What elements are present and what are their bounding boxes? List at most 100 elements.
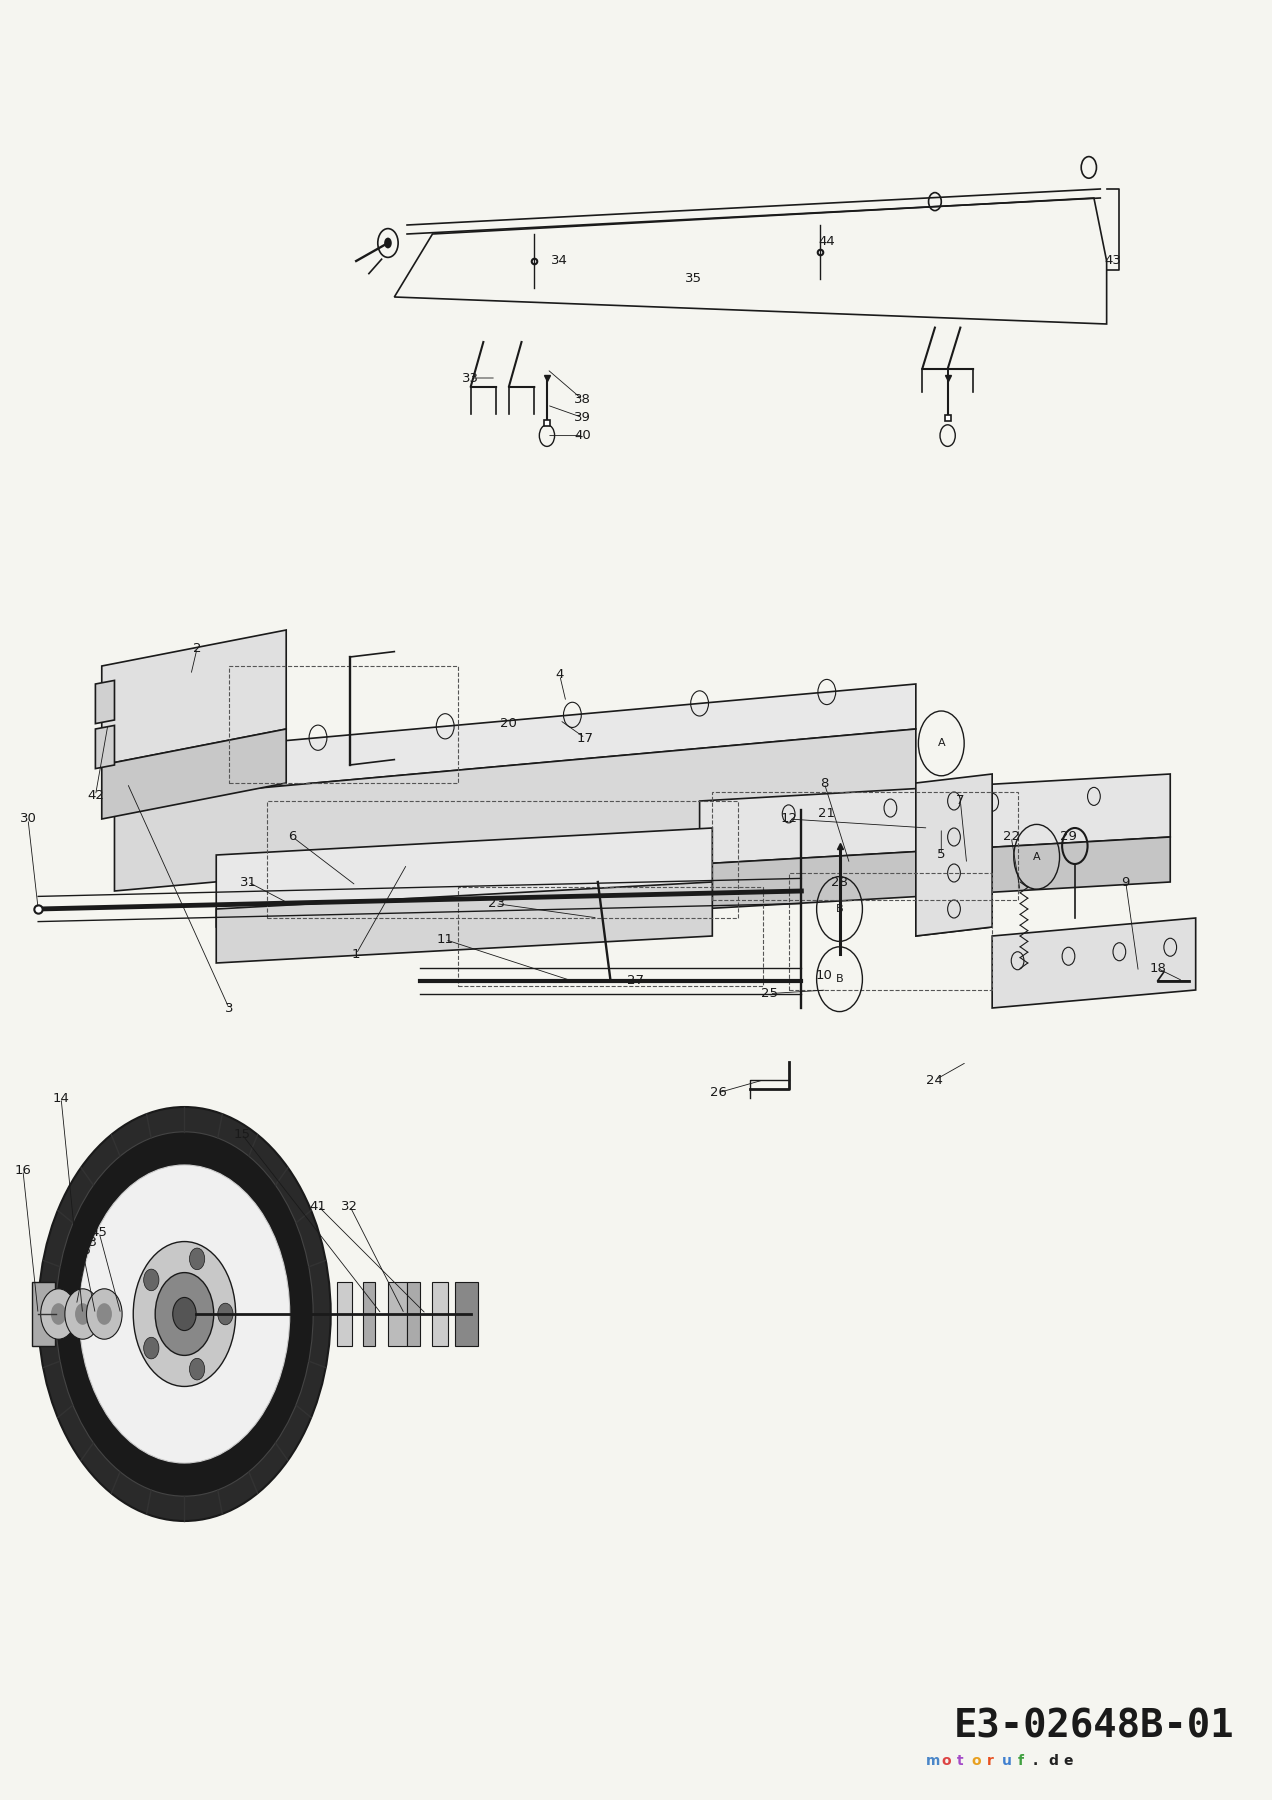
Bar <box>32 1282 55 1346</box>
Text: 40: 40 <box>574 428 591 443</box>
Text: B: B <box>836 904 843 914</box>
Text: 9: 9 <box>1122 875 1130 889</box>
Polygon shape <box>102 630 286 765</box>
Text: 17: 17 <box>576 731 594 745</box>
Circle shape <box>41 1289 76 1339</box>
Text: 28: 28 <box>831 875 848 889</box>
Text: 41: 41 <box>309 1199 327 1213</box>
Bar <box>229 666 458 783</box>
Bar <box>458 887 763 986</box>
Text: B: B <box>836 974 843 985</box>
Text: 43: 43 <box>1104 254 1122 268</box>
Text: 46: 46 <box>74 1244 92 1258</box>
Circle shape <box>155 1273 214 1355</box>
Text: 26: 26 <box>710 1085 728 1100</box>
Text: 8: 8 <box>820 776 828 790</box>
Text: d: d <box>1048 1753 1058 1768</box>
Text: 3: 3 <box>225 1001 233 1015</box>
Text: 10: 10 <box>815 968 833 983</box>
Text: .: . <box>1033 1753 1038 1768</box>
Text: 45: 45 <box>90 1226 108 1240</box>
Circle shape <box>144 1269 159 1291</box>
Bar <box>407 1282 420 1346</box>
Bar <box>363 1282 375 1346</box>
Circle shape <box>86 1289 122 1339</box>
Text: 25: 25 <box>761 986 778 1001</box>
Text: 35: 35 <box>684 272 702 286</box>
Text: e: e <box>1063 1753 1072 1768</box>
Text: 4: 4 <box>556 668 563 682</box>
Circle shape <box>134 1242 235 1386</box>
Text: 15: 15 <box>233 1127 251 1141</box>
Text: 22: 22 <box>1002 830 1020 844</box>
Polygon shape <box>992 918 1196 1008</box>
Text: u: u <box>1002 1753 1013 1768</box>
Circle shape <box>51 1303 66 1325</box>
Circle shape <box>384 238 392 248</box>
Text: 12: 12 <box>780 812 798 826</box>
Polygon shape <box>216 828 712 927</box>
Bar <box>337 1282 352 1346</box>
Bar <box>432 1282 448 1346</box>
Polygon shape <box>700 837 1170 909</box>
Text: t: t <box>957 1753 963 1768</box>
Text: 21: 21 <box>818 806 836 821</box>
Text: 23: 23 <box>487 896 505 911</box>
Text: 33: 33 <box>462 371 480 385</box>
Polygon shape <box>916 783 992 936</box>
Bar <box>712 792 1018 900</box>
Circle shape <box>190 1359 205 1381</box>
Polygon shape <box>916 774 992 936</box>
Polygon shape <box>102 729 286 819</box>
Text: 1: 1 <box>352 947 360 961</box>
Polygon shape <box>700 774 1170 864</box>
Text: 7: 7 <box>957 794 964 808</box>
Text: A: A <box>937 738 945 749</box>
Text: m: m <box>926 1753 940 1768</box>
Text: 6: 6 <box>289 830 296 844</box>
Circle shape <box>65 1289 100 1339</box>
Text: o: o <box>941 1753 951 1768</box>
Text: 18: 18 <box>1149 961 1166 976</box>
Polygon shape <box>95 680 114 724</box>
Circle shape <box>218 1303 233 1325</box>
Text: 30: 30 <box>19 812 37 826</box>
Bar <box>388 1282 407 1346</box>
Text: 2: 2 <box>193 641 201 655</box>
Text: 5: 5 <box>937 848 945 862</box>
Text: f: f <box>1018 1753 1024 1768</box>
Circle shape <box>190 1247 205 1269</box>
Text: 44: 44 <box>818 234 836 248</box>
Text: 14: 14 <box>52 1091 70 1105</box>
Circle shape <box>144 1337 159 1359</box>
Text: r: r <box>987 1753 993 1768</box>
Text: 13: 13 <box>80 1235 98 1249</box>
Circle shape <box>79 1165 290 1463</box>
Text: 38: 38 <box>574 392 591 407</box>
Text: 20: 20 <box>500 716 518 731</box>
Polygon shape <box>216 882 712 963</box>
Text: E3-02648B-01: E3-02648B-01 <box>953 1708 1234 1746</box>
Circle shape <box>38 1107 331 1521</box>
Circle shape <box>75 1303 90 1325</box>
Text: 32: 32 <box>341 1199 359 1213</box>
Text: 31: 31 <box>239 875 257 889</box>
Text: 24: 24 <box>926 1073 944 1087</box>
Polygon shape <box>114 684 916 801</box>
Bar <box>789 873 992 990</box>
Text: 29: 29 <box>1060 830 1077 844</box>
Circle shape <box>56 1132 313 1496</box>
Polygon shape <box>114 729 916 891</box>
Text: A: A <box>1033 851 1040 862</box>
Circle shape <box>173 1298 196 1330</box>
Text: o: o <box>972 1753 982 1768</box>
Polygon shape <box>95 725 114 769</box>
Text: 39: 39 <box>574 410 591 425</box>
Text: 11: 11 <box>436 932 454 947</box>
Text: 42: 42 <box>86 788 104 803</box>
Text: 27: 27 <box>627 974 645 988</box>
Bar <box>267 801 738 918</box>
Text: 34: 34 <box>551 254 569 268</box>
Circle shape <box>97 1303 112 1325</box>
Bar <box>455 1282 478 1346</box>
